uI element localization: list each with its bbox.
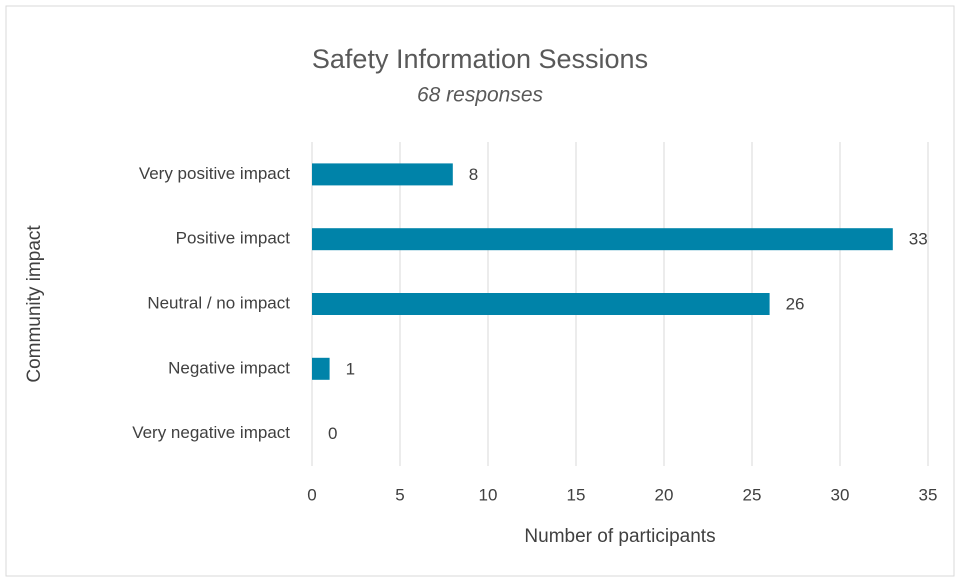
y-tick-label: Very positive impact — [139, 164, 290, 183]
x-tick-label: 25 — [743, 485, 762, 504]
x-tick-label: 35 — [919, 485, 938, 504]
x-tick-label: 5 — [395, 485, 404, 504]
bar — [312, 228, 893, 251]
x-tick-label: 0 — [307, 485, 316, 504]
x-tick-label: 30 — [831, 485, 850, 504]
data-label: 8 — [469, 165, 478, 184]
data-label: 33 — [909, 230, 928, 249]
y-tick-label: Negative impact — [168, 358, 290, 377]
y-tick-label: Neutral / no impact — [147, 293, 290, 312]
bar — [312, 293, 770, 315]
y-axis-label: Community impact — [24, 225, 45, 383]
bar — [312, 163, 453, 186]
x-tick-label: 10 — [479, 485, 498, 504]
y-tick-label: Very negative impact — [132, 423, 290, 442]
y-tick-label: Positive impact — [176, 229, 291, 248]
chart-title: Safety Information Sessions — [312, 44, 648, 74]
data-label: 0 — [328, 424, 337, 443]
data-label: 1 — [346, 359, 355, 378]
x-tick-label: 20 — [655, 485, 674, 504]
bar — [312, 357, 330, 380]
data-label: 26 — [786, 294, 805, 313]
x-axis-label: Number of participants — [524, 526, 715, 547]
chart-subtitle: 68 responses — [417, 84, 544, 107]
chart-frame — [5, 5, 955, 577]
x-tick-label: 15 — [567, 485, 586, 504]
